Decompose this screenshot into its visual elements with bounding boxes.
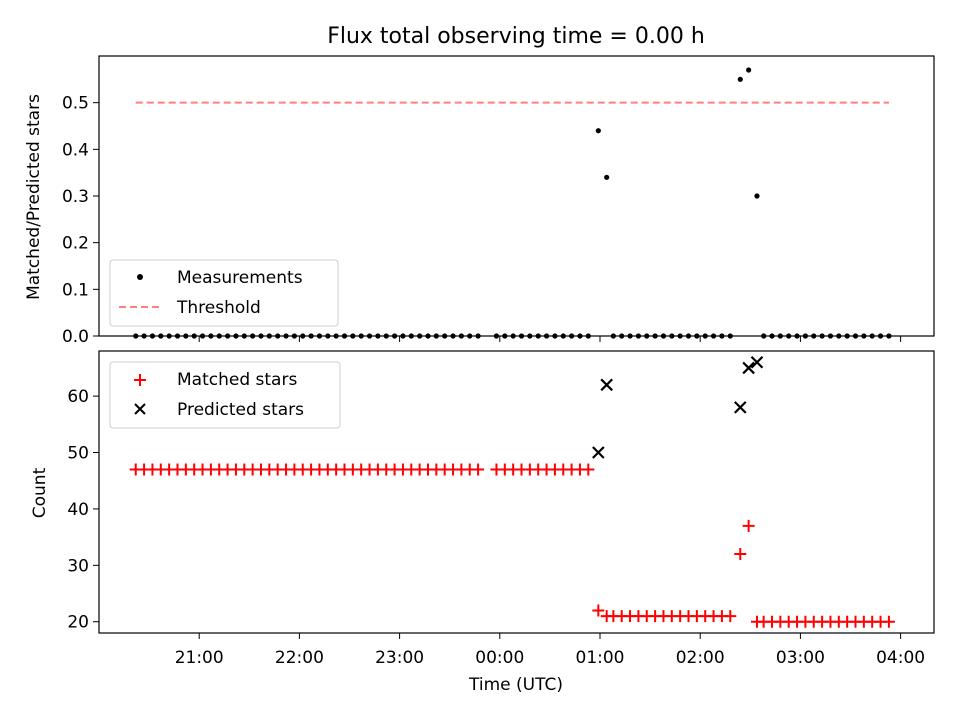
measurement-point	[746, 67, 752, 73]
predicted-star-point	[734, 401, 747, 414]
matched-stars-legend-label: Matched stars	[177, 370, 297, 390]
bottom-y-tick-label: 40	[67, 500, 89, 520]
measurement-point	[595, 128, 601, 134]
matched-star-point	[882, 615, 895, 628]
measurements-legend-marker	[137, 274, 143, 280]
top-y-tick-label: 0.0	[62, 327, 89, 347]
top-legend: Measurements Threshold	[109, 259, 339, 327]
bottom-axes-frame	[98, 350, 935, 634]
top-axes-frame	[98, 55, 935, 337]
bottom-panel: Count Time (UTC) 20 30 40 50 60 21:00 22:00 23:…	[30, 350, 935, 695]
top-y-tick-label: 0.4	[62, 140, 89, 160]
bottom-y-axis-label: Count	[30, 467, 50, 518]
bottom-legend: Matched stars Predicted stars	[109, 361, 341, 429]
top-y-tick-label: 0.2	[62, 234, 89, 254]
bottom-y-tick-label: 50	[67, 444, 89, 464]
top-legend-box	[109, 259, 339, 327]
x-tick-label: 21:00	[175, 648, 224, 668]
matched-star-point	[472, 463, 485, 476]
x-tick-label: 23:00	[375, 648, 424, 668]
bottom-y-tick-label: 20	[67, 613, 89, 633]
predicted-star-point	[592, 446, 605, 459]
x-tick-label: 22:00	[275, 648, 324, 668]
top-y-tick-label: 0.1	[62, 280, 89, 300]
predicted-stars-legend-marker	[134, 403, 146, 415]
threshold-legend-label: Threshold	[176, 298, 261, 318]
matched-star-point	[742, 519, 755, 532]
bottom-y-tick-label: 30	[67, 556, 89, 576]
matched-star-point	[734, 548, 747, 561]
bottom-y-tick-label: 60	[67, 387, 89, 407]
predicted-star-point	[750, 356, 764, 369]
measurement-point	[737, 76, 743, 82]
bottom-plot-area	[129, 356, 895, 628]
predicted-star-point	[600, 378, 613, 392]
x-tick-label: 01:00	[576, 648, 625, 668]
predicted-stars-legend-label: Predicted stars	[177, 400, 304, 420]
x-tick-label: 02:00	[676, 648, 725, 668]
bottom-axis-ticks: 20 30 40 50 60 21:00 22:00 23:00 00:00 01:00 02:00…	[67, 387, 925, 668]
x-tick-label: 00:00	[475, 648, 524, 668]
matched-stars-legend-marker	[134, 374, 146, 386]
top-axis-ticks: 0.0 0.1 0.2 0.3 0.4 0.5	[62, 94, 902, 347]
x-tick-label: 04:00	[876, 648, 925, 668]
top-y-tick-label: 0.5	[62, 94, 89, 114]
x-tick-label: 03:00	[776, 648, 825, 668]
bottom-legend-box	[109, 361, 341, 429]
x-axis-label: Time (UTC)	[468, 675, 563, 695]
matched-star-point	[724, 610, 737, 623]
chart-title: Flux total observing time = 0.00 h	[327, 24, 705, 49]
measurements-legend-label: Measurements	[177, 268, 303, 288]
top-y-tick-label: 0.3	[62, 187, 89, 207]
top-y-axis-label: Matched/Predicted stars	[24, 94, 44, 300]
predicted-star-point	[742, 361, 755, 375]
measurement-point	[604, 174, 610, 180]
measurement-point	[754, 193, 760, 199]
top-panel: Flux total observing time = 0.00 h Match…	[24, 24, 935, 347]
matched-star-point	[592, 604, 605, 617]
matched-star-point	[582, 463, 595, 476]
